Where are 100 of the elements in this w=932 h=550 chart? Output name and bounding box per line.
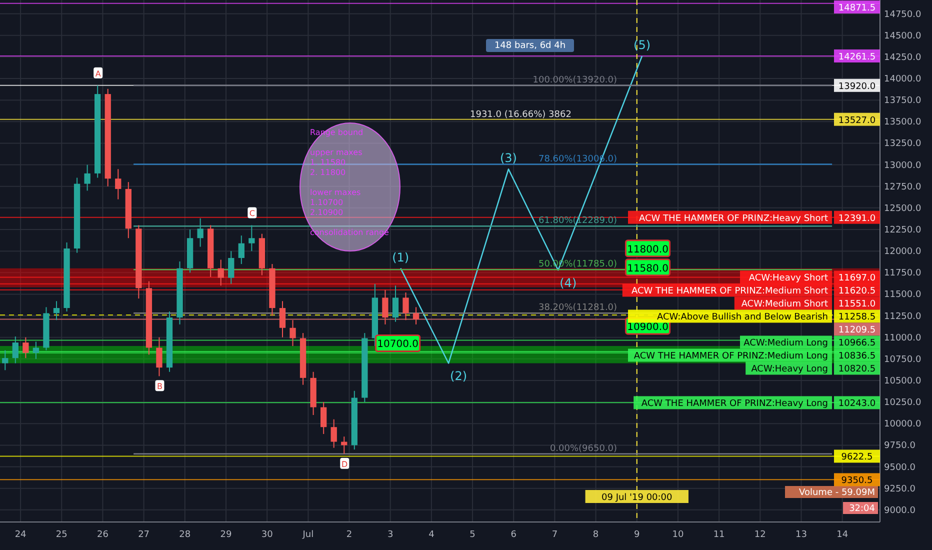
series-label: 0.00%(9650.0) [550, 444, 618, 454]
y-tick-label: 13500.0 [884, 118, 922, 128]
price-tag: 13527.0 [834, 112, 880, 126]
level-tag: ACW THE HAMMER OF PRINZ:Medium Short [622, 284, 832, 297]
annotation: (3) [500, 151, 517, 166]
price-tag: 14871.5 [834, 0, 880, 14]
candlestick [382, 289, 388, 325]
y-tick-label: 12250.0 [884, 226, 922, 236]
date-tag: 09 Jul '19 00:00 [585, 490, 688, 503]
ref-line-label: ACW:Medium Short [741, 300, 828, 310]
candlestick [248, 224, 255, 252]
candlestick [290, 320, 296, 346]
annotation: B [156, 382, 162, 392]
y-tick-label: 9000.0 [884, 506, 916, 516]
candlestick [412, 306, 420, 325]
annotation: 10820.5 [838, 364, 876, 375]
x-tick-label: 30 [261, 530, 274, 540]
annotation: 14261.5 [838, 52, 876, 62]
candlestick [53, 300, 60, 321]
price-tag: 11258.5 [834, 310, 880, 323]
y-tick-label: 9750.0 [884, 441, 916, 452]
price-tag: 10820.5 [834, 362, 880, 375]
price-tag: 10243.0 [834, 396, 880, 410]
candlestick [330, 418, 337, 448]
y-tick-label: 12000.0 [884, 247, 922, 258]
x-tick-label: 27 [138, 530, 150, 540]
price-tag: 9622.5 [834, 450, 880, 463]
series-label: 38.20%(11281.0) [538, 303, 618, 314]
price-tag: 12391.0 [834, 210, 880, 224]
candlestick [84, 164, 90, 192]
price-tag: 14261.5 [834, 49, 880, 62]
y-tick-label: 10750.0 [884, 354, 922, 365]
price-tag: 10836.5 [834, 348, 880, 362]
x-tick-label: 24 [14, 530, 27, 540]
x-tick-label: 5 [470, 530, 476, 540]
annotation: 13920.0 [838, 82, 876, 92]
y-tick-label: 9500.0 [884, 462, 916, 473]
candlestick [12, 336, 18, 364]
y-tick-label: 13750.0 [884, 96, 922, 106]
y-tick-label: 10500.0 [884, 376, 922, 386]
candlestick [32, 341, 40, 360]
y-tick-label: 11250.0 [884, 312, 922, 322]
annotation: (1) [392, 250, 410, 264]
annotation: A [95, 69, 102, 78]
price-tag: 9350.5 [834, 473, 880, 486]
y-tick-label: 12500.0 [884, 204, 922, 214]
x-tick-label: 4 [428, 530, 435, 540]
level-tag: ACW THE HAMMER OF PRINZ:Heavy Long [634, 396, 832, 410]
price-tag: 11209.5 [834, 322, 880, 336]
annotation: Volume - 59.09M [799, 488, 875, 498]
annotation: 11800.0 [627, 244, 668, 256]
candlestick [279, 300, 286, 338]
y-tick-label: 10000.0 [884, 420, 922, 430]
candlestick [320, 402, 327, 434]
candlestick [228, 250, 234, 284]
x-tick-label: 28 [179, 530, 191, 540]
candlestick [2, 350, 8, 371]
x-tick-label: 29 [220, 530, 232, 540]
annotation: 14871.5 [838, 4, 876, 14]
candlestick [238, 235, 244, 265]
y-tick-label: 9250.0 [884, 484, 916, 494]
annotation: (4) [560, 276, 577, 290]
ref-line-label: ACW THE HAMMER OF PRINZ:Heavy Short [639, 214, 828, 224]
y-tick-label: 11500.0 [884, 290, 922, 300]
level-tag: ACW THE HAMMER OF PRINZ:Medium Long [628, 348, 832, 362]
y-tick-label: 14000.0 [884, 74, 922, 85]
ref-line-label: ACW THE HAMMER OF PRINZ:Heavy Long [641, 399, 828, 410]
annotation: 9350.5 [841, 476, 873, 486]
annotation: 11697.0 [838, 274, 876, 284]
x-tick-label: 3 [387, 530, 394, 540]
price-tag: 11551.0 [834, 296, 880, 310]
level-tag: ACW:Heavy Short [740, 270, 832, 284]
annotation: 148 bars, 6d 4h [494, 41, 566, 51]
annotation: 32:04 [849, 504, 876, 514]
annotation: C [249, 209, 256, 218]
ref-line-label: 09 Jul '19 00:00 [602, 493, 673, 503]
x-tick-label: 9 [634, 530, 640, 540]
ref-line-label: ACW:Medium Long [744, 338, 828, 349]
candlestick [402, 292, 409, 321]
annotation: 11620.5 [838, 286, 876, 297]
candlestick [22, 336, 29, 359]
y-tick-label: 13000.0 [884, 160, 922, 171]
x-tick-label: 2 [346, 530, 352, 540]
annotation: 11551.0 [838, 300, 876, 310]
price-tag: 11697.0 [834, 270, 880, 284]
level-tag: ACW:Medium Short [734, 296, 832, 310]
annotation: 10243.0 [838, 399, 876, 410]
annotation: 10966.5 [838, 338, 876, 349]
y-tick-label: 11750.0 [884, 268, 922, 279]
annotation: (2) [450, 369, 468, 384]
annotation: 12391.0 [838, 214, 876, 224]
y-tick-label: 14250.0 [884, 52, 922, 63]
level-tag: ACW:Heavy Long [746, 362, 832, 375]
x-tick-label: 6 [510, 530, 517, 540]
level-tag: ACW:Above Bullish and Below Bearish [628, 310, 832, 323]
y-tick-label: 13250.0 [884, 139, 922, 150]
x-tick-label: 13 [796, 530, 807, 540]
y-tick-label: 11000.0 [884, 333, 922, 344]
candlestick [197, 218, 204, 248]
y-tick-label: 14500.0 [884, 31, 922, 42]
